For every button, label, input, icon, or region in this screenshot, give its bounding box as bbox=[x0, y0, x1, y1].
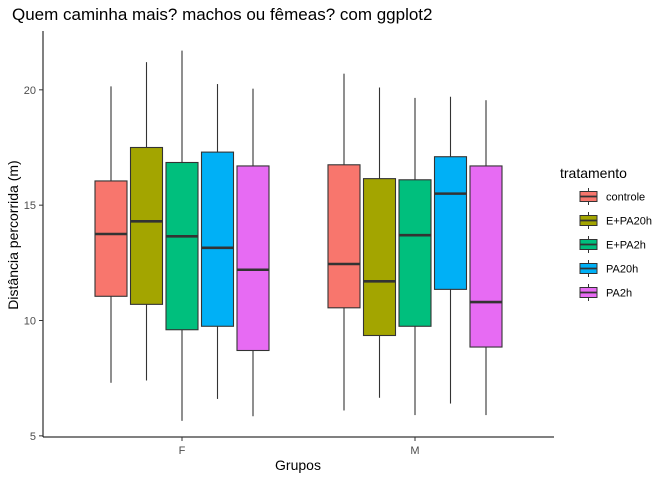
legend-item-E+PA2h: E+PA2h bbox=[579, 236, 646, 253]
box-controle-M bbox=[327, 73, 361, 411]
box-E+PA2h-M bbox=[398, 97, 432, 416]
box-body bbox=[129, 146, 164, 305]
box-body bbox=[327, 164, 361, 309]
box-body bbox=[433, 156, 468, 290]
box-body bbox=[469, 165, 503, 348]
legend-title: tratamento bbox=[560, 165, 627, 181]
box-PA2h-F bbox=[236, 88, 270, 417]
legend: tratamento controle E+PA20h E+PA2h PA20h PA2… bbox=[560, 165, 652, 301]
box-E+PA20h-F bbox=[129, 62, 164, 381]
box-body bbox=[398, 179, 432, 327]
box-PA20h-F bbox=[200, 84, 235, 399]
box-body bbox=[200, 151, 235, 327]
y-tick-label: 5 bbox=[30, 431, 36, 443]
x-axis-title: Grupos bbox=[275, 457, 321, 473]
legend-item-PA2h: PA2h bbox=[579, 284, 632, 301]
legend-item-controle: controle bbox=[579, 188, 645, 205]
box-body bbox=[236, 165, 270, 352]
box-PA2h-M bbox=[469, 100, 503, 416]
legend-label: PA2h bbox=[606, 288, 632, 300]
legend-label: controle bbox=[606, 192, 645, 204]
box-controle-F bbox=[94, 86, 128, 383]
legend-item-E+PA20h: E+PA20h bbox=[579, 212, 652, 229]
box-body bbox=[362, 178, 397, 337]
plot-area: 5 10 15 20 F M bbox=[24, 31, 554, 457]
legend-label: PA20h bbox=[606, 264, 638, 276]
y-tick-label: 15 bbox=[24, 200, 36, 212]
box-E+PA2h-F bbox=[165, 50, 199, 421]
y-tick-label: 20 bbox=[24, 85, 36, 97]
legend-label: E+PA20h bbox=[606, 216, 652, 228]
x-tick-label: F bbox=[179, 445, 186, 457]
box-body bbox=[165, 161, 199, 331]
chart-title: Quem caminha mais? machos ou fêmeas? com… bbox=[12, 5, 432, 24]
x-tick-label: M bbox=[410, 445, 419, 457]
box-PA20h-M bbox=[433, 96, 468, 404]
legend-label: E+PA2h bbox=[606, 240, 646, 252]
y-axis-title: Distância percorrida (m) bbox=[5, 160, 21, 309]
legend-item-PA20h: PA20h bbox=[579, 260, 638, 277]
box-body bbox=[94, 180, 128, 297]
box-E+PA20h-M bbox=[362, 87, 397, 398]
y-tick-label: 10 bbox=[24, 316, 36, 328]
